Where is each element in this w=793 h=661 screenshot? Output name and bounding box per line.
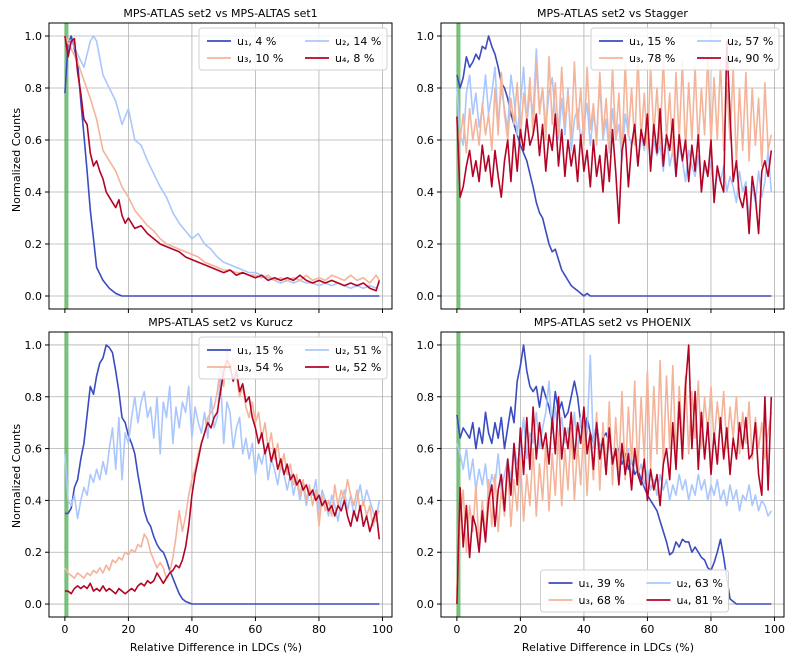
plot-frame bbox=[440, 331, 785, 618]
legend-label-u4: u₄, 52 % bbox=[335, 361, 381, 374]
series-line-u4 bbox=[456, 40, 773, 235]
y-tick-label: 0.4 bbox=[25, 494, 43, 507]
y-tick-label: 0.2 bbox=[417, 546, 435, 559]
series-line-u4 bbox=[64, 35, 381, 292]
y-tick-label: 1.0 bbox=[417, 339, 435, 352]
x-tick-label: 60 bbox=[248, 623, 262, 636]
legend-label-u4: u₄, 81 % bbox=[677, 594, 723, 607]
x-tick-label: 20 bbox=[513, 623, 527, 636]
y-tick-label: 0.8 bbox=[25, 82, 43, 95]
series-line-u4 bbox=[64, 359, 381, 595]
y-tick-label: 0.0 bbox=[417, 290, 435, 303]
y-tick-label: 0.2 bbox=[417, 238, 435, 251]
y-axis-label: Normalized Counts bbox=[10, 424, 23, 529]
y-tick-label: 0.8 bbox=[417, 82, 435, 95]
x-axis-label: Relative Difference in LDCs (%) bbox=[522, 641, 694, 654]
chart-title: MPS-ATLAS set2 vs Stagger bbox=[537, 7, 688, 20]
y-tick-label: 0.2 bbox=[25, 238, 43, 251]
y-tick-label: 0.0 bbox=[25, 598, 43, 611]
legend-label-u1: u₁, 39 % bbox=[579, 577, 625, 590]
legend: u₁, 4 % u₂, 14 % u₃, 10 % u₄, 8 % bbox=[198, 27, 388, 71]
legend-label-u1: u₁, 15 % bbox=[237, 344, 283, 357]
legend-label-u4: u₄, 8 % bbox=[335, 52, 374, 65]
x-tick-label: 20 bbox=[121, 623, 135, 636]
chart-panel-3: 0 20 40 60 80 100 0.0 0.2 0.4 0.6 0.8 1.0 MPS-ATLAS … bbox=[25, 316, 393, 636]
x-tick-label: 0 bbox=[453, 623, 460, 636]
legend-label-u2: u₂, 57 % bbox=[727, 35, 773, 48]
y-tick-label: 0.6 bbox=[417, 134, 435, 147]
series-line-u1 bbox=[456, 35, 772, 297]
plot-frame bbox=[48, 331, 393, 618]
y-tick-label: 0.4 bbox=[25, 186, 43, 199]
legend-box bbox=[198, 27, 388, 71]
legend: u₁, 15 % u₂, 51 % u₃, 54 % u₄, 52 % bbox=[198, 336, 388, 380]
y-tick-label: 1.0 bbox=[25, 30, 43, 43]
y-tick-label: 0.4 bbox=[417, 494, 435, 507]
y-tick-label: 0.6 bbox=[25, 443, 43, 456]
legend-label-u3: u₃, 78 % bbox=[629, 52, 675, 65]
x-tick-label: 80 bbox=[704, 623, 718, 636]
x-tick-label: 40 bbox=[185, 623, 199, 636]
legend-box bbox=[540, 569, 729, 613]
x-tick-label: 60 bbox=[640, 623, 654, 636]
y-axis-label: Normalized Counts bbox=[10, 108, 23, 213]
legend-box bbox=[590, 27, 780, 71]
series-line-u2 bbox=[64, 35, 380, 289]
legend: u₁, 15 % u₂, 57 % u₃, 78 % u₄, 90 % bbox=[590, 27, 780, 71]
x-axis-label: Relative Difference in LDCs (%) bbox=[130, 641, 302, 654]
x-tick-label: 40 bbox=[577, 623, 591, 636]
legend-label-u2: u₂, 51 % bbox=[335, 344, 381, 357]
chart-panel-4: 0 20 40 60 80 100 0.0 0.2 0.4 0.6 0.8 1.0 MPS-ATLAS … bbox=[417, 316, 785, 636]
x-tick-label: 100 bbox=[372, 623, 393, 636]
y-tick-label: 0.8 bbox=[25, 391, 43, 404]
legend-label-u1: u₁, 15 % bbox=[629, 35, 675, 48]
x-tick-label: 80 bbox=[312, 623, 326, 636]
series-line-u1 bbox=[64, 344, 380, 605]
legend-label-u4: u₄, 90 % bbox=[727, 52, 773, 65]
y-tick-label: 0.8 bbox=[417, 391, 435, 404]
chart-panel-1: 0.0 0.2 0.4 0.6 0.8 1.0 MPS-ATLAS set2 vs MPS-… bbox=[25, 7, 393, 313]
y-tick-label: 0.2 bbox=[25, 546, 43, 559]
y-tick-label: 1.0 bbox=[417, 30, 435, 43]
plot-frame bbox=[48, 22, 393, 310]
y-tick-label: 0.6 bbox=[417, 443, 435, 456]
series-line-u3 bbox=[456, 56, 773, 167]
series-line-u3 bbox=[64, 35, 380, 284]
y-tick-label: 0.4 bbox=[417, 186, 435, 199]
series-line-u3 bbox=[456, 359, 773, 592]
legend-label-u2: u₂, 14 % bbox=[335, 35, 381, 48]
y-tick-label: 1.0 bbox=[25, 339, 43, 352]
legend: u₁, 39 % u₂, 63 % u₃, 68 % u₄, 81 % bbox=[540, 569, 729, 613]
legend-label-u3: u₃, 54 % bbox=[237, 361, 283, 374]
chart-title: MPS-ATLAS set2 vs PHOENIX bbox=[534, 316, 692, 329]
chart-title: MPS-ATLAS set2 vs Kurucz bbox=[148, 316, 293, 329]
x-tick-label: 100 bbox=[764, 623, 785, 636]
chart-title: MPS-ATLAS set2 vs MPS-ALTAS set1 bbox=[123, 7, 317, 20]
plot-frame bbox=[440, 22, 785, 310]
legend-label-u3: u₃, 10 % bbox=[237, 52, 283, 65]
y-tick-label: 0.6 bbox=[25, 134, 43, 147]
chart-panel-2: 0.0 0.2 0.4 0.6 0.8 1.0 MPS-ATLAS set2 vs Stag… bbox=[417, 7, 785, 313]
legend-label-u1: u₁, 4 % bbox=[237, 35, 276, 48]
series-line-u4 bbox=[456, 344, 773, 605]
legend-label-u2: u₂, 63 % bbox=[677, 577, 723, 590]
legend-label-u3: u₃, 68 % bbox=[579, 594, 625, 607]
y-tick-label: 0.0 bbox=[417, 598, 435, 611]
legend-box bbox=[198, 336, 388, 380]
x-tick-label: 0 bbox=[61, 623, 68, 636]
y-tick-label: 0.0 bbox=[25, 290, 43, 303]
